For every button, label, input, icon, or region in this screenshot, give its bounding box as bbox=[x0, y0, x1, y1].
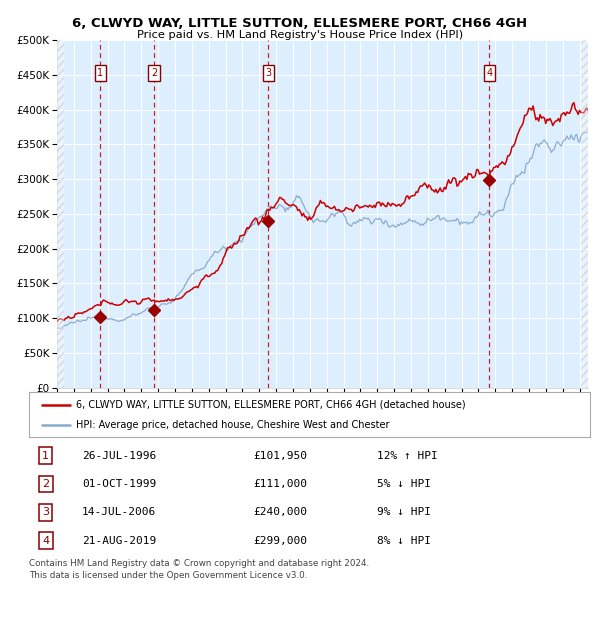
Text: 9% ↓ HPI: 9% ↓ HPI bbox=[377, 507, 431, 517]
Text: 14-JUL-2006: 14-JUL-2006 bbox=[82, 507, 157, 517]
Text: 3: 3 bbox=[265, 68, 271, 78]
Text: 4: 4 bbox=[42, 536, 49, 546]
Text: 3: 3 bbox=[42, 507, 49, 517]
Text: 8% ↓ HPI: 8% ↓ HPI bbox=[377, 536, 431, 546]
Text: £240,000: £240,000 bbox=[253, 507, 307, 517]
Text: £101,950: £101,950 bbox=[253, 451, 307, 461]
Text: 2: 2 bbox=[42, 479, 49, 489]
Text: 6, CLWYD WAY, LITTLE SUTTON, ELLESMERE PORT, CH66 4GH: 6, CLWYD WAY, LITTLE SUTTON, ELLESMERE P… bbox=[73, 17, 527, 30]
Text: 6, CLWYD WAY, LITTLE SUTTON, ELLESMERE PORT, CH66 4GH (detached house): 6, CLWYD WAY, LITTLE SUTTON, ELLESMERE P… bbox=[76, 400, 466, 410]
Text: 1: 1 bbox=[42, 451, 49, 461]
Text: £299,000: £299,000 bbox=[253, 536, 307, 546]
Text: 12% ↑ HPI: 12% ↑ HPI bbox=[377, 451, 437, 461]
Text: 1: 1 bbox=[97, 68, 103, 78]
Text: 26-JUL-1996: 26-JUL-1996 bbox=[82, 451, 157, 461]
Text: Contains HM Land Registry data © Crown copyright and database right 2024.
This d: Contains HM Land Registry data © Crown c… bbox=[29, 559, 369, 580]
Text: 21-AUG-2019: 21-AUG-2019 bbox=[82, 536, 157, 546]
Text: £111,000: £111,000 bbox=[253, 479, 307, 489]
Text: 4: 4 bbox=[487, 68, 493, 78]
Text: 2: 2 bbox=[151, 68, 157, 78]
Text: 5% ↓ HPI: 5% ↓ HPI bbox=[377, 479, 431, 489]
Text: HPI: Average price, detached house, Cheshire West and Chester: HPI: Average price, detached house, Ches… bbox=[76, 420, 390, 430]
Text: Price paid vs. HM Land Registry's House Price Index (HPI): Price paid vs. HM Land Registry's House … bbox=[137, 30, 463, 40]
Text: 01-OCT-1999: 01-OCT-1999 bbox=[82, 479, 157, 489]
